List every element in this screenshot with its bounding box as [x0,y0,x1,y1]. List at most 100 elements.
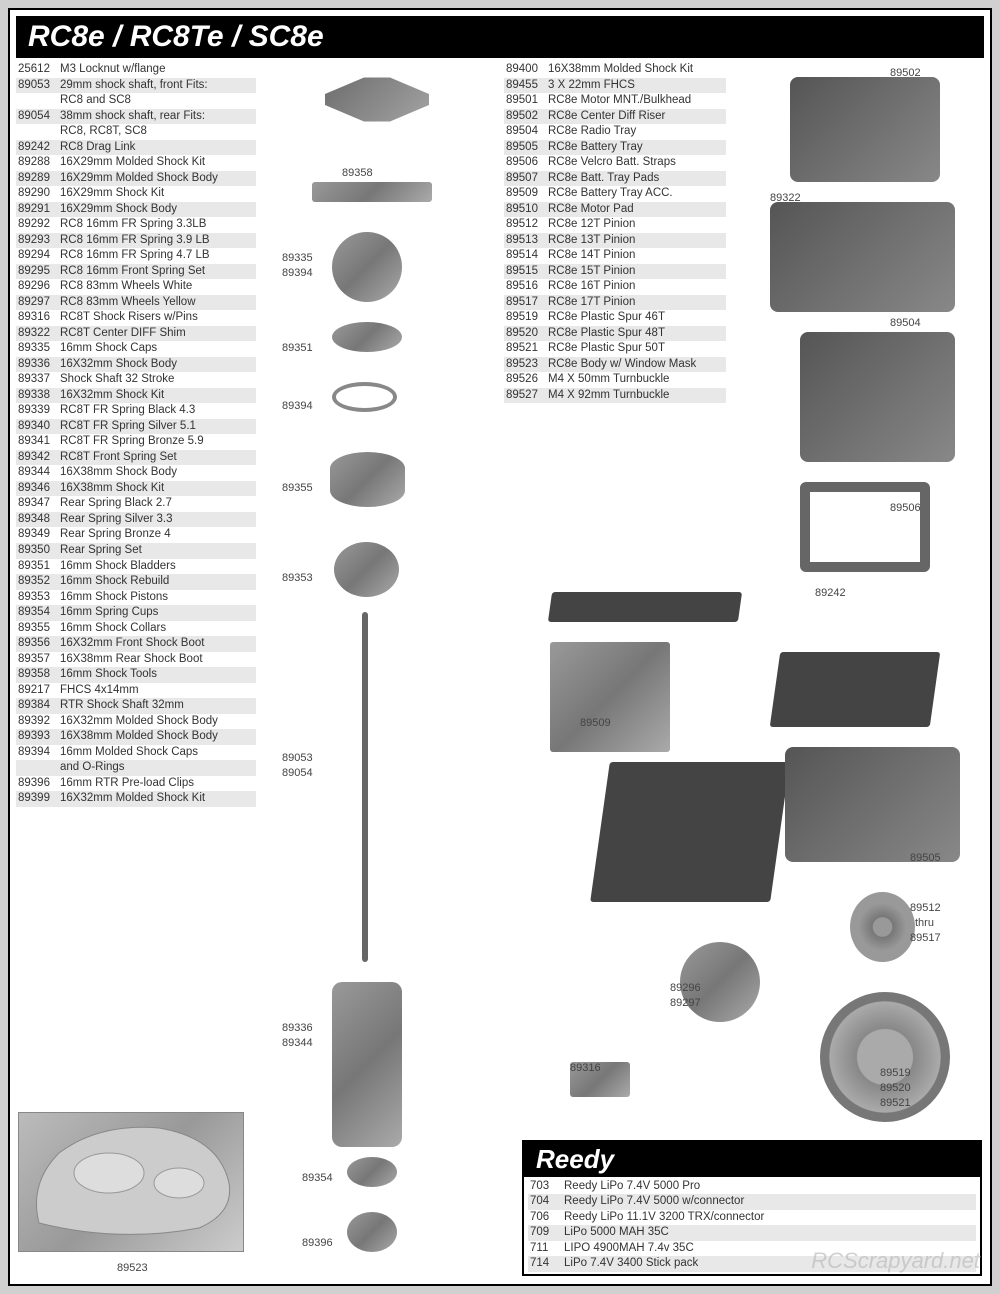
diagram-label: 89344 [282,1037,313,1049]
part-row: 89341RC8T FR Spring Bronze 5.9 [16,434,256,450]
part-desc: RC8e Motor Pad [548,202,726,218]
part-row: 89242RC8 Drag Link [16,140,256,156]
part-number: 89392 [16,714,60,730]
part-row: 89517RC8e 17T Pinion [504,295,726,311]
diagram-label: 89509 [580,717,611,729]
part-number: 89357 [16,652,60,668]
part-desc: 16X32mm Molded Shock Kit [60,791,256,807]
diagram-part [312,182,432,202]
part-row: 8935616X32mm Front Shock Boot [16,636,256,652]
diagram-label: 89351 [282,342,313,354]
part-desc: M4 X 92mm Turnbuckle [548,388,726,404]
part-desc: Rear Spring Black 2.7 [60,496,256,512]
part-desc: 16X29mm Shock Kit [60,186,256,202]
part-row: 89510RC8e Motor Pad [504,202,726,218]
part-desc: RC8T Front Spring Set [60,450,256,466]
part-row: 8933816X32mm Shock Kit [16,388,256,404]
diagram-label: 89512 [910,902,941,914]
part-desc: 16X29mm Molded Shock Body [60,171,256,187]
part-desc: 16X32mm Shock Kit [60,388,256,404]
part-number: 89527 [504,388,548,404]
part-row: 8929016X29mm Shock Kit [16,186,256,202]
part-number: 89339 [16,403,60,419]
part-row: 89295RC8 16mm Front Spring Set [16,264,256,280]
part-row: 894553 X 22mm FHCS [504,78,726,94]
diagram-part [312,72,442,127]
part-number: 89517 [504,295,548,311]
part-row: 8939916X32mm Molded Shock Kit [16,791,256,807]
part-desc: 16X29mm Molded Shock Kit [60,155,256,171]
part-row: 8929116X29mm Shock Body [16,202,256,218]
part-number: 89519 [504,310,548,326]
part-desc: FHCS 4x14mm [60,683,256,699]
part-row: 89515RC8e 15T Pinion [504,264,726,280]
diagram-label: 89396 [302,1237,333,1249]
part-number: 89384 [16,698,60,714]
part-row: 89297RC8 83mm Wheels Yellow [16,295,256,311]
part-number: 89346 [16,481,60,497]
part-desc: 16X38mm Shock Kit [60,481,256,497]
part-number: 89520 [504,326,548,342]
diagram-label: 89394 [282,267,313,279]
part-row: 89504RC8e Radio Tray [504,124,726,140]
part-row: 89293RC8 16mm FR Spring 3.9 LB [16,233,256,249]
part-desc: 16mm Shock Caps [60,341,256,357]
part-desc: RC8e Battery Tray ACC. [548,186,726,202]
part-row: 89348Rear Spring Silver 3.3 [16,512,256,528]
part-number: 89501 [504,93,548,109]
reedy-row: 706Reedy LiPo 11.1V 3200 TRX/connector [528,1210,976,1226]
part-number: 89293 [16,233,60,249]
part-desc: 16mm Shock Rebuild [60,574,256,590]
part-row: 8939316X38mm Molded Shock Body [16,729,256,745]
part-desc: Reedy LiPo 7.4V 5000 w/connector [564,1194,976,1210]
part-number: 89289 [16,171,60,187]
part-desc: RC8T Center DIFF Shim [60,326,256,342]
part-number: 89510 [504,202,548,218]
part-desc: 3 X 22mm FHCS [548,78,726,94]
page-frame: RC8e / RC8Te / SC8e 25612M3 Locknut w/fl… [8,8,992,1286]
part-row: 8934616X38mm Shock Kit [16,481,256,497]
diagram-part [332,322,402,352]
part-row: 89509RC8e Battery Tray ACC. [504,186,726,202]
part-number: 89512 [504,217,548,233]
part-desc: RC8e Radio Tray [548,124,726,140]
part-row: 8934416X38mm Shock Body [16,465,256,481]
part-row: 89294RC8 16mm FR Spring 4.7 LB [16,248,256,264]
part-desc: RC8e Plastic Spur 48T [548,326,726,342]
part-desc: Reedy LiPo 11.1V 3200 TRX/connector [564,1210,976,1226]
right-top: 8940016X38mm Molded Shock Kit894553 X 22… [504,62,984,1274]
diagram-label: 89510 [895,657,926,669]
diagram-label: 89505 [910,852,941,864]
part-desc: 38mm shock shaft, rear Fits: [60,109,256,125]
part-row: 89516RC8e 16T Pinion [504,279,726,295]
part-number: 703 [528,1179,564,1195]
part-desc: RC8 16mm FR Spring 3.9 LB [60,233,256,249]
diagram-part [362,612,368,962]
part-desc: 16X32mm Shock Body [60,357,256,373]
diagram-label: 89335 [282,252,313,264]
part-desc: RC8e Battery Tray [548,140,726,156]
part-desc: 29mm shock shaft, front Fits: [60,78,256,94]
diagram-label: 89504 [890,317,921,329]
diagram-label: 89507 [650,867,681,879]
part-desc: RC8e Motor MNT./Bulkhead [548,93,726,109]
part-number: 709 [528,1225,564,1241]
diagram-label: 89054 [282,767,313,779]
diagram-label: 89053 [282,752,313,764]
part-desc: RC8e Velcro Batt. Straps [548,155,726,171]
part-number: 89507 [504,171,548,187]
diagram-part [347,1157,397,1187]
part-desc: RC8, RC8T, SC8 [60,124,256,140]
part-desc: RC8e 14T Pinion [548,248,726,264]
diagram-label: 89517 [910,932,941,944]
diagram-label: 89519 [880,1067,911,1079]
part-number: 89352 [16,574,60,590]
part-row: 89521RC8e Plastic Spur 50T [504,341,726,357]
part-number: 89502 [504,109,548,125]
part-row: 8935116mm Shock Bladders [16,559,256,575]
part-number: 89291 [16,202,60,218]
part-desc: RC8T FR Spring Bronze 5.9 [60,434,256,450]
part-desc: RC8e 15T Pinion [548,264,726,280]
diagram-label: 89502 [890,67,921,79]
diagram-label: 89521 [880,1097,911,1109]
